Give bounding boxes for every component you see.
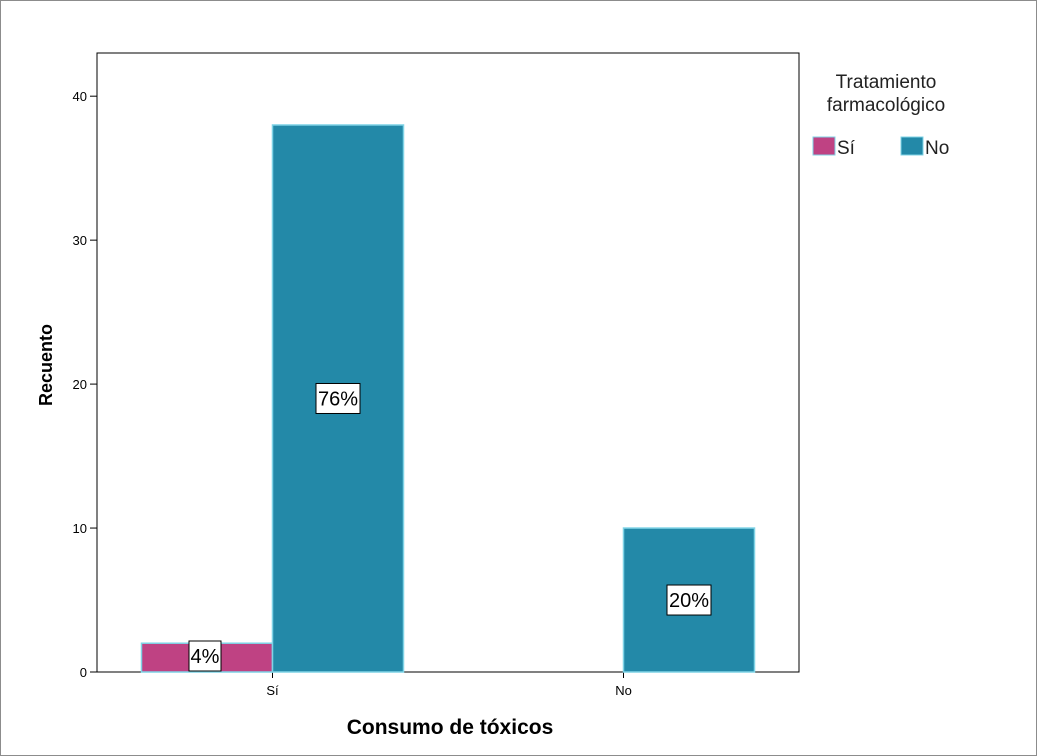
data-label-text: 4% <box>191 646 220 668</box>
data-label-box <box>315 382 361 414</box>
data-labels-group: 4% 76% 20% <box>188 382 712 672</box>
legend-swatch-s <box>812 136 836 156</box>
x-tick-label: Sí <box>266 683 279 698</box>
legend-title-line-1: Tratamiento <box>836 72 937 93</box>
data-label: 20% <box>666 584 712 616</box>
y-tick-label: 40 <box>73 89 87 104</box>
data-label-box <box>666 584 712 616</box>
y-tick-label: 30 <box>73 233 87 248</box>
legend: Tratamiento farmacológico Sí No <box>812 72 949 159</box>
y-tick-label: 20 <box>73 377 87 392</box>
y-tick-label: 0 <box>80 665 87 680</box>
legend-label: Sí <box>837 138 856 159</box>
legend-items: Sí No <box>812 136 949 159</box>
data-label: 4% <box>188 640 222 672</box>
x-tick-label: No <box>615 683 632 698</box>
data-label-text: 76% <box>318 388 358 410</box>
x-axis: Sí No <box>266 672 632 698</box>
legend-label: No <box>925 138 949 159</box>
legend-swatch-no <box>900 136 924 156</box>
x-axis-title: Consumo de tóxicos <box>347 716 554 739</box>
data-label-text: 20% <box>669 590 709 612</box>
y-axis: 0 10 20 30 40 <box>73 89 97 680</box>
data-label: 76% <box>315 382 361 414</box>
y-axis-title: Recuento <box>36 324 56 406</box>
legend-title-line-2: farmacológico <box>827 95 945 116</box>
data-label-box <box>188 640 222 672</box>
y-tick-label: 10 <box>73 521 87 536</box>
